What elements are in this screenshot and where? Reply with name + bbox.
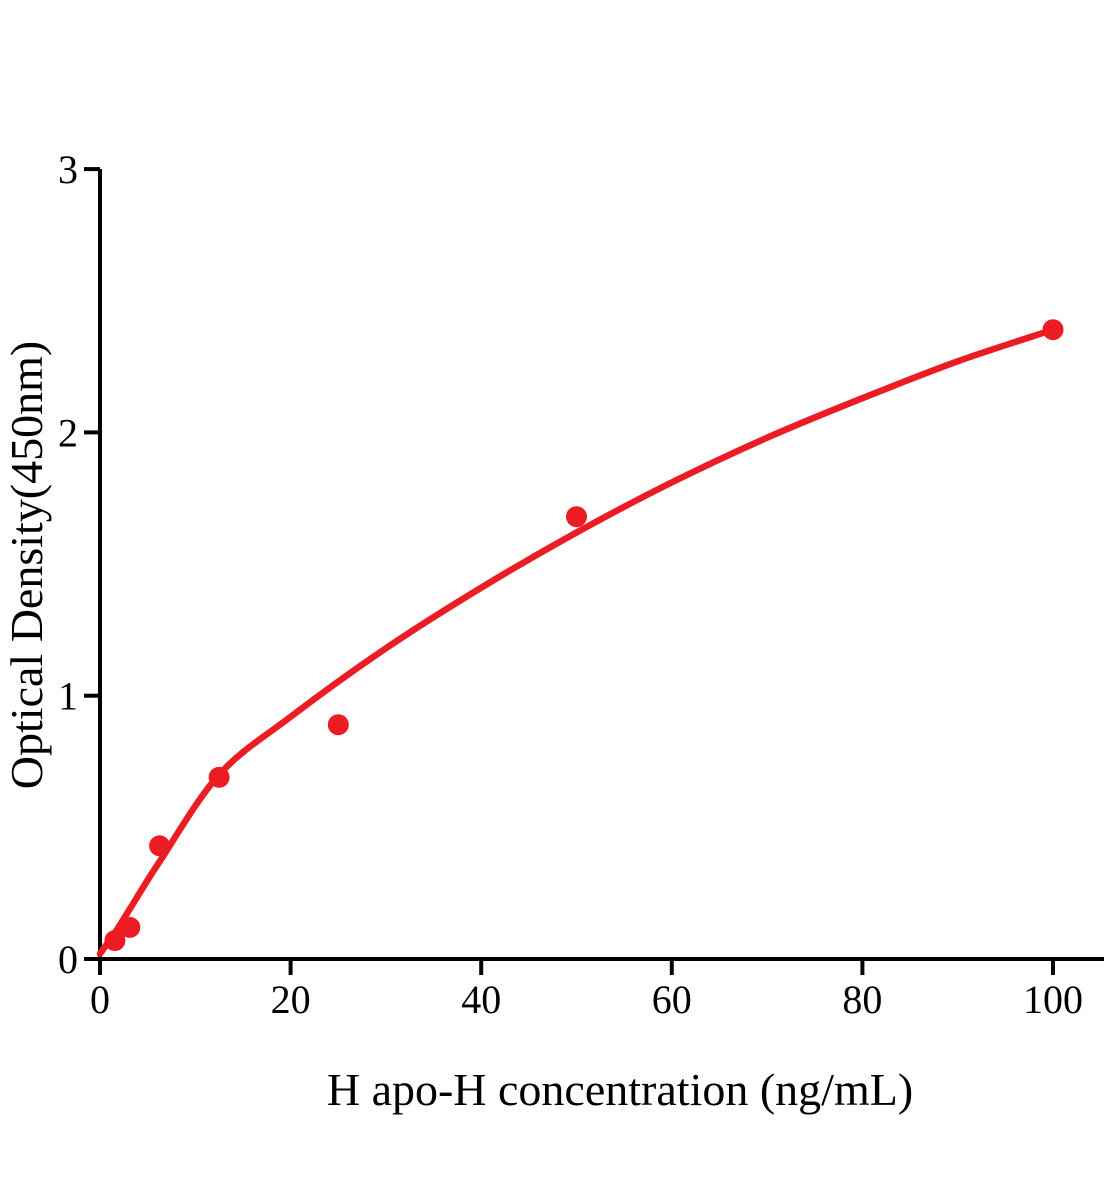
data-points-layer — [104, 319, 1064, 952]
y-axis-title: Optical Density(450nm) — [1, 341, 52, 789]
x-tick-label: 60 — [652, 977, 692, 1022]
x-axis-title: H apo-H concentration (ng/mL) — [327, 1064, 913, 1115]
data-point — [104, 930, 126, 952]
fit-curve — [96, 326, 1057, 957]
x-tick-label: 80 — [842, 977, 882, 1022]
x-tick-label: 100 — [1023, 977, 1083, 1022]
y-tick-label: 1 — [58, 674, 78, 719]
data-point — [566, 506, 587, 528]
fit-curve-layer — [96, 326, 1057, 957]
axis-ticks — [84, 167, 1055, 975]
data-point — [208, 766, 230, 788]
x-tick-label: 40 — [461, 977, 501, 1022]
y-tick-label: 0 — [58, 937, 78, 982]
data-point — [149, 835, 171, 857]
y-tick-label: 2 — [58, 410, 78, 455]
axis-tick-labels: 0 20 40 60 80 100 0 1 2 3 — [58, 147, 1083, 1022]
data-point — [327, 714, 349, 736]
axes — [98, 169, 1104, 961]
data-point — [1042, 319, 1064, 341]
data-point — [119, 916, 141, 938]
y-tick-label: 3 — [58, 147, 78, 192]
x-tick-label: 0 — [90, 977, 110, 1022]
x-tick-label: 20 — [271, 977, 311, 1022]
